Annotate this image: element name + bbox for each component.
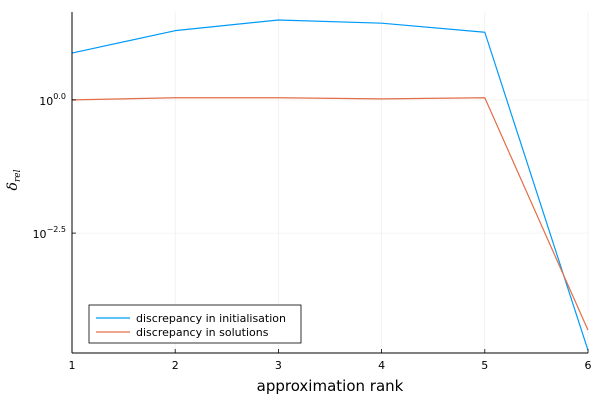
x-tick-label-3: 4 <box>378 359 385 372</box>
x-axis-label: approximation rank <box>257 377 404 395</box>
series-line-2 <box>71 97 589 331</box>
y-tick-label-0: 100.0 <box>39 92 66 108</box>
series-line-1 <box>71 19 589 351</box>
x-tick-label-1: 2 <box>172 359 179 372</box>
y-tick-label-exponent-0: 0.0 <box>53 92 66 101</box>
y-tick-label-1: 10−2.5 <box>33 225 66 241</box>
y-tick-label-base-0: 10 <box>39 95 53 108</box>
legend: discrepancy in initialisation discrepanc… <box>88 304 302 344</box>
y-tick-label-exponent-1: −2.5 <box>47 225 66 234</box>
x-tick-label-4: 5 <box>481 359 488 372</box>
legend-box <box>88 304 302 344</box>
grid-layer <box>71 12 589 353</box>
y-axis-label-sub: rel <box>13 169 23 182</box>
y-axis-label: δrel <box>5 169 23 190</box>
y-tick-label-base-1: 10 <box>33 228 47 241</box>
x-tick-label-2: 3 <box>275 359 282 372</box>
x-tick-label-0: 1 <box>69 359 76 372</box>
series-layer <box>71 19 589 351</box>
x-tick-label-5: 6 <box>585 359 592 372</box>
axis-layer <box>71 12 589 354</box>
legend-label-solutions: discrepancy in solutions <box>136 326 269 339</box>
y-axis-label-base: δ <box>5 182 21 190</box>
legend-label-initialisation: discrepancy in initialisation <box>136 312 286 325</box>
